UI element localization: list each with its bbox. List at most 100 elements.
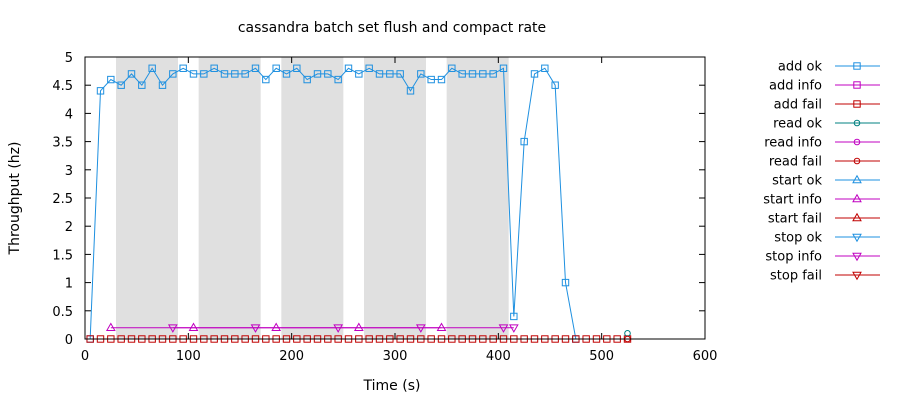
series-line-add-ok (89, 67, 577, 340)
legend-item-stop-ok: stop ok (774, 231, 880, 246)
shaded-interval-5 (446, 57, 509, 339)
legend-label: add fail (774, 98, 822, 113)
legend-label: read ok (773, 117, 822, 132)
data-point-add-ok (561, 278, 570, 287)
legend-item-stop-fail: stop fail (770, 269, 880, 284)
data-point-stop-info (333, 324, 344, 333)
y-tick-label: 1.5 (52, 248, 73, 263)
data-point-add-ok (375, 70, 384, 78)
y-tick-label: 0 (65, 333, 73, 348)
y-tick-label: 3 (65, 164, 73, 179)
legend-label: add info (769, 79, 822, 94)
y-axis-label: Throughput (hz) (7, 142, 23, 256)
axis-ticks: 0 100 200 300 400 500 600 0 0.5 1 1.5 2 2.5 3 3.5 4 4.5 5 (52, 51, 717, 364)
data-point-add-ok (458, 70, 466, 78)
legend-label: start info (763, 193, 822, 208)
legend-item-read-info: read info (764, 136, 880, 151)
data-point-add-ok (406, 87, 415, 95)
data-point-add-ok (241, 70, 249, 78)
data-point-add-ok (365, 64, 373, 72)
data-point-add-ok (272, 64, 280, 72)
shaded-interval-2 (198, 57, 261, 339)
legend-label: read fail (769, 155, 822, 170)
plot-frame (84, 56, 706, 340)
x-tick-label: 300 (383, 349, 408, 364)
legend-item-start-ok: start ok (772, 174, 880, 189)
data-point-stop-info (167, 324, 178, 333)
legend-marker (852, 174, 862, 184)
data-point-add-ok (189, 70, 198, 78)
data-point-add-ok (220, 70, 229, 78)
data-point-start-info (353, 322, 364, 332)
data-point-stop-info (508, 324, 519, 333)
legend-marker (852, 252, 862, 262)
legend-label: stop ok (774, 231, 822, 246)
series-add-ok (86, 64, 580, 343)
data-point-add-ok (210, 64, 218, 72)
x-tick-label: 100 (176, 349, 201, 364)
y-tick-label: 2 (65, 220, 73, 235)
data-point-add-ok (303, 75, 311, 84)
legend-marker (852, 271, 862, 281)
x-tick-label: 0 (81, 349, 89, 364)
legend: add ok add info add fail read ok read info re… (763, 60, 880, 284)
legend-marker (853, 157, 861, 165)
data-point-add-ok (138, 81, 146, 89)
data-point-add-ok (499, 64, 508, 72)
data-point-add-ok (158, 81, 167, 89)
data-point-start-info (105, 322, 116, 332)
y-tick-label: 1 (65, 277, 73, 292)
chart-title: cassandra batch set flush and compact ra… (238, 20, 546, 36)
shaded-interval-3 (281, 57, 344, 339)
legend-item-start-info: start info (763, 193, 880, 208)
data-point-add-ok (386, 70, 394, 78)
legend-item-add-fail: add fail (774, 98, 880, 113)
data-point-add-ok (520, 137, 528, 146)
data-point-add-ok (251, 64, 260, 72)
legend-label: stop fail (770, 269, 822, 284)
legend-label: start fail (768, 212, 822, 227)
legend-marker (853, 119, 861, 127)
data-point-add-ok (179, 64, 187, 72)
data-point-add-ok (510, 312, 518, 321)
x-tick-label: 500 (589, 349, 614, 364)
data-point-add-ok (96, 87, 105, 95)
x-tick-label: 600 (693, 349, 718, 364)
y-tick-label: 0.5 (52, 305, 73, 320)
data-point-add-ok (169, 70, 177, 78)
legend-marker (852, 212, 862, 222)
data-point-add-ok (489, 70, 497, 78)
legend-label: add ok (778, 60, 823, 75)
data-point-add-ok (282, 70, 291, 78)
legend-item-add-ok: add ok (778, 60, 880, 75)
data-point-start-info (188, 322, 199, 332)
data-point-add-ok (355, 70, 363, 78)
data-point-add-ok (437, 75, 446, 84)
data-point-add-ok (479, 70, 487, 78)
y-tick-label: 2.5 (52, 192, 73, 207)
data-point-add-ok (200, 70, 208, 78)
data-point-add-ok (293, 64, 301, 72)
data-point-add-ok (427, 75, 435, 84)
data-point-add-ok (313, 70, 322, 78)
data-point-add-ok (468, 70, 477, 78)
legend-label: start ok (772, 174, 822, 189)
shaded-interval-4 (364, 57, 426, 339)
y-tick-label: 3.5 (52, 136, 73, 151)
data-point-stop-info (415, 324, 426, 333)
legend-marker (853, 81, 861, 89)
legend-marker (853, 62, 861, 70)
data-point-add-ok (530, 70, 539, 78)
data-point-start-info (271, 322, 282, 332)
data-point-add-ok (541, 64, 549, 72)
legend-marker (852, 193, 862, 203)
shaded-regions (116, 57, 509, 339)
legend-label: stop info (765, 250, 822, 265)
legend-item-read-fail: read fail (769, 155, 880, 170)
data-point-add-ok (324, 70, 332, 78)
y-tick-label: 4.5 (52, 79, 73, 94)
x-axis-label: Time (s) (363, 378, 421, 394)
data-point-stop-info (250, 324, 261, 333)
legend-item-stop-info: stop info (765, 250, 880, 265)
data-point-stop-info (498, 324, 509, 333)
